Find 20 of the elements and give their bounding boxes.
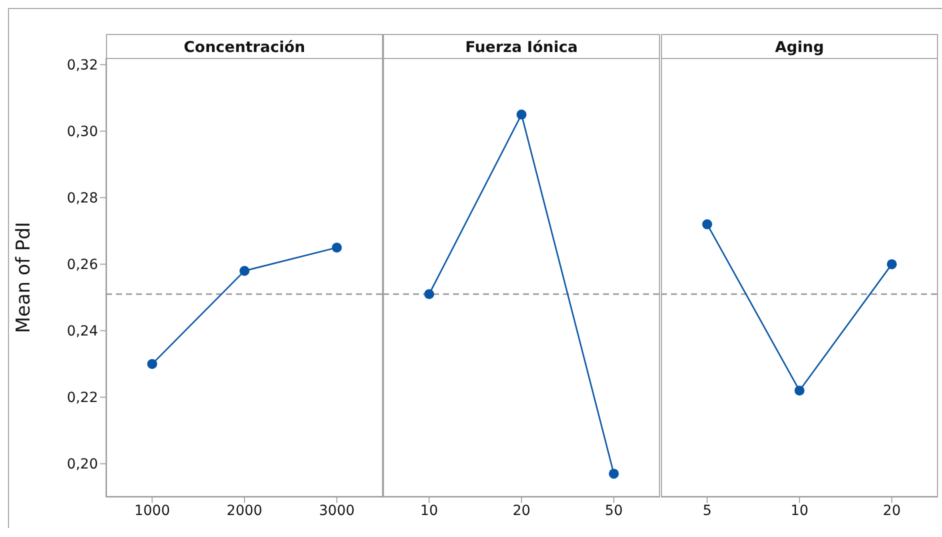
y-tick-label: 0,32 [66, 58, 98, 74]
x-tick-label: 20 [882, 502, 901, 519]
y-axis-title: Mean of PdI [12, 222, 35, 334]
x-tick-label: 5 [702, 502, 712, 519]
chart-title: Aging [661, 34, 938, 58]
y-tick-label: 0,20 [66, 456, 98, 473]
x-tick-label: 10 [420, 502, 438, 519]
chart-title: Fuerza Iónica [383, 34, 660, 58]
chart-title: Concentración [106, 34, 383, 58]
y-tick-label: 0,30 [66, 124, 98, 140]
x-tick-label: 1000 [134, 502, 170, 519]
y-tick-label: 0,26 [66, 257, 98, 274]
y-tick-label: 0,24 [66, 324, 98, 340]
x-tick-label: 2000 [226, 502, 262, 519]
x-tick-label: 20 [512, 502, 530, 519]
x-tick-label: 3000 [319, 502, 355, 519]
y-tick-label: 0,22 [66, 390, 98, 406]
x-tick-label: 50 [604, 502, 623, 519]
y-tick-label: 0,28 [66, 190, 98, 207]
x-tick-label: 10 [790, 502, 808, 519]
